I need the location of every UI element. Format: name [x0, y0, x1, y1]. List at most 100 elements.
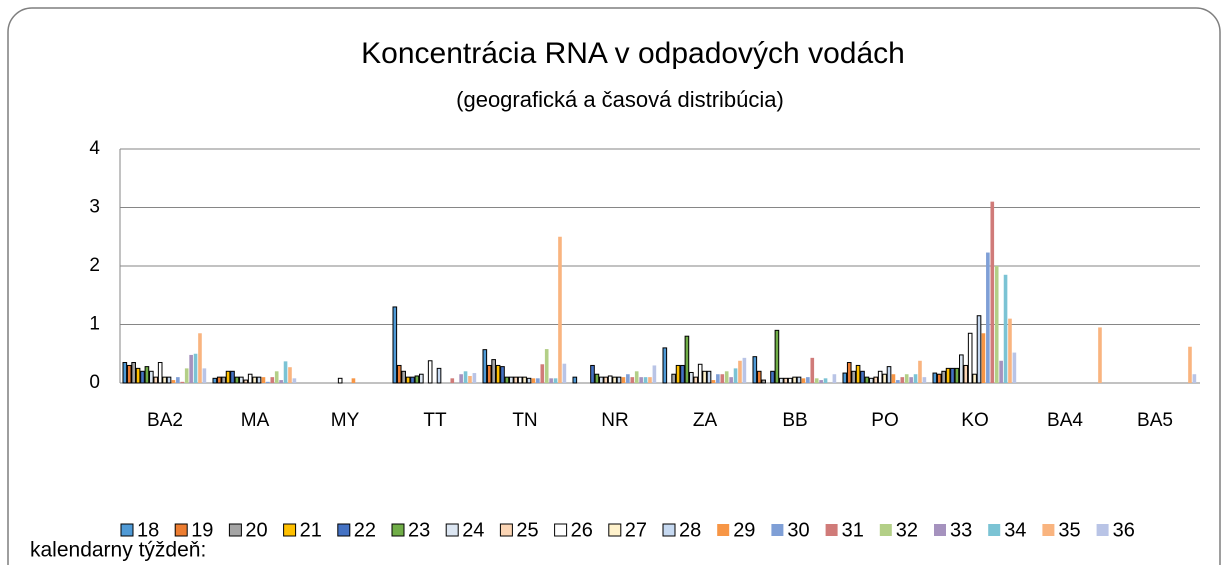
legend-label: 31 — [842, 519, 864, 541]
bar — [756, 370, 762, 384]
x-tick-label: BA5 — [1137, 410, 1173, 431]
legend-label: 24 — [462, 519, 484, 541]
bar — [558, 236, 562, 383]
bar — [292, 378, 297, 383]
bar — [1192, 374, 1197, 383]
chart-title: Koncentrácia RNA v odpadových vodách — [361, 37, 905, 70]
bar — [140, 370, 145, 384]
bar — [779, 377, 784, 384]
legend-swatch — [934, 524, 946, 536]
bar — [846, 362, 852, 384]
bar — [774, 329, 780, 384]
bar — [873, 376, 879, 384]
bar — [842, 372, 848, 384]
bar — [509, 376, 514, 384]
bar — [180, 381, 185, 383]
bar — [486, 364, 492, 384]
bar — [851, 370, 856, 384]
bar — [536, 378, 540, 383]
bar — [742, 357, 747, 383]
bar — [572, 376, 578, 384]
bar — [652, 365, 657, 383]
bar — [252, 376, 257, 384]
bar — [900, 377, 905, 383]
bar — [590, 364, 595, 384]
bar — [189, 354, 193, 383]
bar — [513, 376, 519, 384]
bar — [711, 380, 716, 383]
bar — [122, 362, 128, 384]
bar — [436, 367, 442, 384]
bar — [860, 370, 865, 384]
bar — [689, 371, 694, 384]
bar — [801, 378, 806, 383]
legend-swatch — [717, 524, 730, 536]
x-tick-label: BB — [782, 410, 807, 431]
bar — [909, 377, 913, 383]
bar — [724, 371, 729, 383]
bar — [544, 349, 549, 383]
bar — [1012, 352, 1017, 383]
bar — [972, 373, 977, 384]
bar — [936, 373, 942, 384]
bar — [648, 377, 652, 383]
bar — [999, 360, 1003, 383]
legend-swatch — [1042, 524, 1055, 536]
bar — [247, 373, 253, 384]
bar — [279, 380, 283, 383]
bar — [216, 376, 222, 384]
bar — [198, 333, 202, 383]
legend-swatch — [445, 523, 459, 537]
bar — [783, 377, 789, 384]
y-tick-label: 3 — [89, 197, 100, 218]
bar — [823, 378, 828, 383]
legend-swatch — [608, 523, 622, 537]
x-tick-label: BA4 — [1047, 410, 1083, 431]
bar — [941, 370, 946, 384]
bar — [517, 376, 523, 384]
legend-swatch — [174, 523, 188, 537]
bar — [500, 366, 505, 384]
bar — [752, 356, 758, 384]
legend-label: 26 — [571, 519, 593, 541]
bar — [877, 370, 883, 384]
bar — [531, 378, 536, 383]
bar — [832, 374, 837, 383]
bar — [814, 378, 819, 383]
bar — [680, 364, 685, 384]
y-tick-label: 1 — [89, 314, 100, 335]
legend-label: 18 — [137, 519, 159, 541]
bar — [153, 376, 159, 384]
bar — [702, 370, 707, 384]
legend-label: 25 — [516, 519, 538, 541]
x-tick-label: TT — [423, 410, 447, 431]
bar — [733, 368, 738, 383]
bar — [410, 376, 415, 384]
bar — [562, 363, 567, 383]
bar — [495, 364, 501, 384]
legend-swatch — [228, 523, 242, 537]
bar — [184, 368, 189, 383]
bar — [405, 376, 411, 384]
bar — [351, 378, 356, 383]
bar — [171, 380, 176, 383]
legend-label: 19 — [191, 519, 213, 541]
bar — [706, 370, 712, 384]
bar — [256, 376, 262, 384]
bar — [230, 370, 235, 384]
bar — [427, 360, 433, 384]
bar — [202, 368, 207, 383]
bar — [882, 373, 887, 384]
bar — [603, 376, 609, 384]
y-tick-label: 0 — [89, 372, 100, 393]
bar — [283, 361, 288, 383]
bar — [932, 372, 938, 384]
bar — [1008, 318, 1012, 383]
legend-label: 21 — [300, 519, 322, 541]
bar — [472, 373, 477, 383]
bar — [792, 376, 797, 384]
bar — [626, 374, 630, 383]
bar — [522, 376, 527, 384]
legend-swatch — [771, 524, 784, 536]
